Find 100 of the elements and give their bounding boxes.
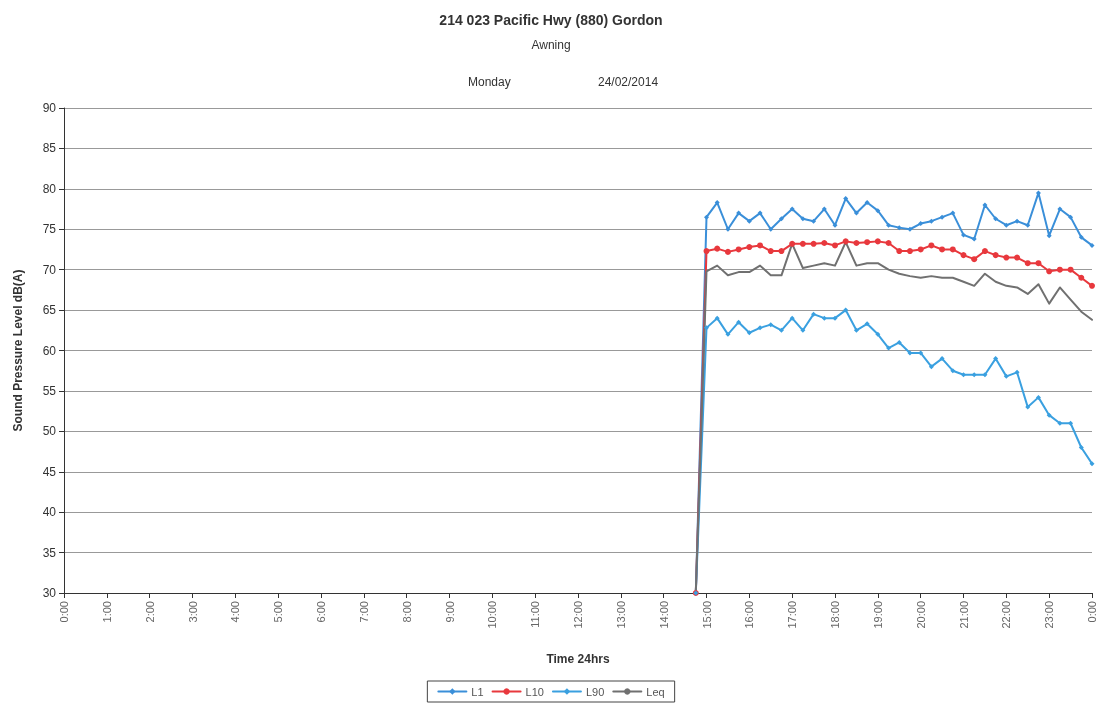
x-tick-label: 9:00 <box>443 601 456 623</box>
point <box>896 248 903 255</box>
y-tick-label: 55 <box>42 383 57 398</box>
point <box>961 372 966 378</box>
point <box>821 206 827 212</box>
y-tick-label: 30 <box>42 586 57 600</box>
point <box>982 202 988 208</box>
x-axis-title: Time 24hrs <box>546 652 610 666</box>
y-tick-label: 80 <box>42 181 57 196</box>
point <box>1078 234 1084 240</box>
point <box>1014 218 1020 224</box>
y-axis-title: Sound Pressure Level dB(A) <box>11 269 25 432</box>
point <box>1078 445 1084 450</box>
point <box>864 200 870 206</box>
point <box>1089 282 1095 289</box>
point <box>939 214 945 220</box>
point <box>1046 233 1052 239</box>
x-tick-label: 14:00 <box>657 601 670 629</box>
point <box>757 210 763 216</box>
point <box>1035 260 1042 267</box>
y-tick-label: 40 <box>42 505 57 520</box>
point <box>907 350 913 356</box>
point <box>950 210 956 216</box>
point <box>864 321 870 327</box>
chart-subtitle: Awning <box>531 38 571 52</box>
point <box>811 311 817 317</box>
point <box>746 244 753 251</box>
point <box>982 372 988 378</box>
point <box>714 315 720 321</box>
point <box>1035 190 1041 196</box>
x-tick-label: 1:00 <box>100 601 113 623</box>
point <box>918 350 924 356</box>
point <box>993 356 999 362</box>
point <box>1078 274 1085 281</box>
point <box>703 248 710 255</box>
point <box>928 218 934 224</box>
y-tick-label: 65 <box>42 303 57 318</box>
x-tick-label: 4:00 <box>229 601 242 623</box>
point <box>1035 394 1041 400</box>
point <box>917 246 924 253</box>
point <box>735 246 742 253</box>
point <box>1068 214 1074 220</box>
point <box>950 368 956 374</box>
legend-label: Leq <box>646 685 665 698</box>
point <box>757 325 763 331</box>
point <box>874 238 881 245</box>
point <box>906 248 913 255</box>
point <box>928 242 935 249</box>
y-tick-label: 70 <box>42 262 57 277</box>
point <box>896 225 902 231</box>
point <box>778 216 784 222</box>
x-tick-label: 7:00 <box>357 601 370 623</box>
y-tick-label: 45 <box>42 464 57 479</box>
legend-label: L10 <box>525 685 544 698</box>
point <box>768 226 774 232</box>
point <box>886 345 892 351</box>
legend-label: L90 <box>585 685 605 698</box>
point <box>768 322 774 328</box>
point <box>821 315 827 321</box>
point <box>736 319 742 325</box>
x-tick-label: 0:00 <box>1086 601 1098 623</box>
point <box>799 240 806 247</box>
point <box>778 327 784 333</box>
y-tick-label: 60 <box>42 343 57 358</box>
point <box>961 232 966 238</box>
x-tick-label: 20:00 <box>914 601 927 629</box>
point <box>885 239 892 246</box>
point <box>724 248 731 255</box>
y-tick-label: 90 <box>42 101 57 115</box>
point <box>981 248 988 255</box>
x-tick-label: 12:00 <box>572 601 584 629</box>
point <box>778 248 785 255</box>
point <box>1089 242 1095 248</box>
point <box>1089 461 1095 467</box>
point <box>993 216 999 222</box>
point <box>971 372 977 378</box>
legend-label: L1 <box>471 685 484 698</box>
x-tick-label: 8:00 <box>400 601 413 623</box>
point <box>939 356 945 362</box>
text: Monday <box>468 75 511 89</box>
x-tick-label: 23:00 <box>1043 601 1056 629</box>
point <box>811 218 817 224</box>
x-tick-label: 2:00 <box>143 601 156 623</box>
point <box>821 239 828 246</box>
point <box>810 240 817 247</box>
point <box>864 239 871 246</box>
point <box>918 221 924 227</box>
point <box>1025 404 1031 410</box>
point <box>971 256 978 263</box>
x-tick-label: 15:00 <box>700 601 713 629</box>
x-tick-label: 11:00 <box>529 601 542 628</box>
point <box>800 327 806 333</box>
point <box>907 226 913 232</box>
point <box>800 216 806 222</box>
point <box>1056 266 1063 273</box>
point <box>704 214 709 220</box>
point <box>832 242 838 249</box>
point <box>960 252 967 259</box>
point <box>789 240 796 247</box>
point <box>928 364 934 370</box>
